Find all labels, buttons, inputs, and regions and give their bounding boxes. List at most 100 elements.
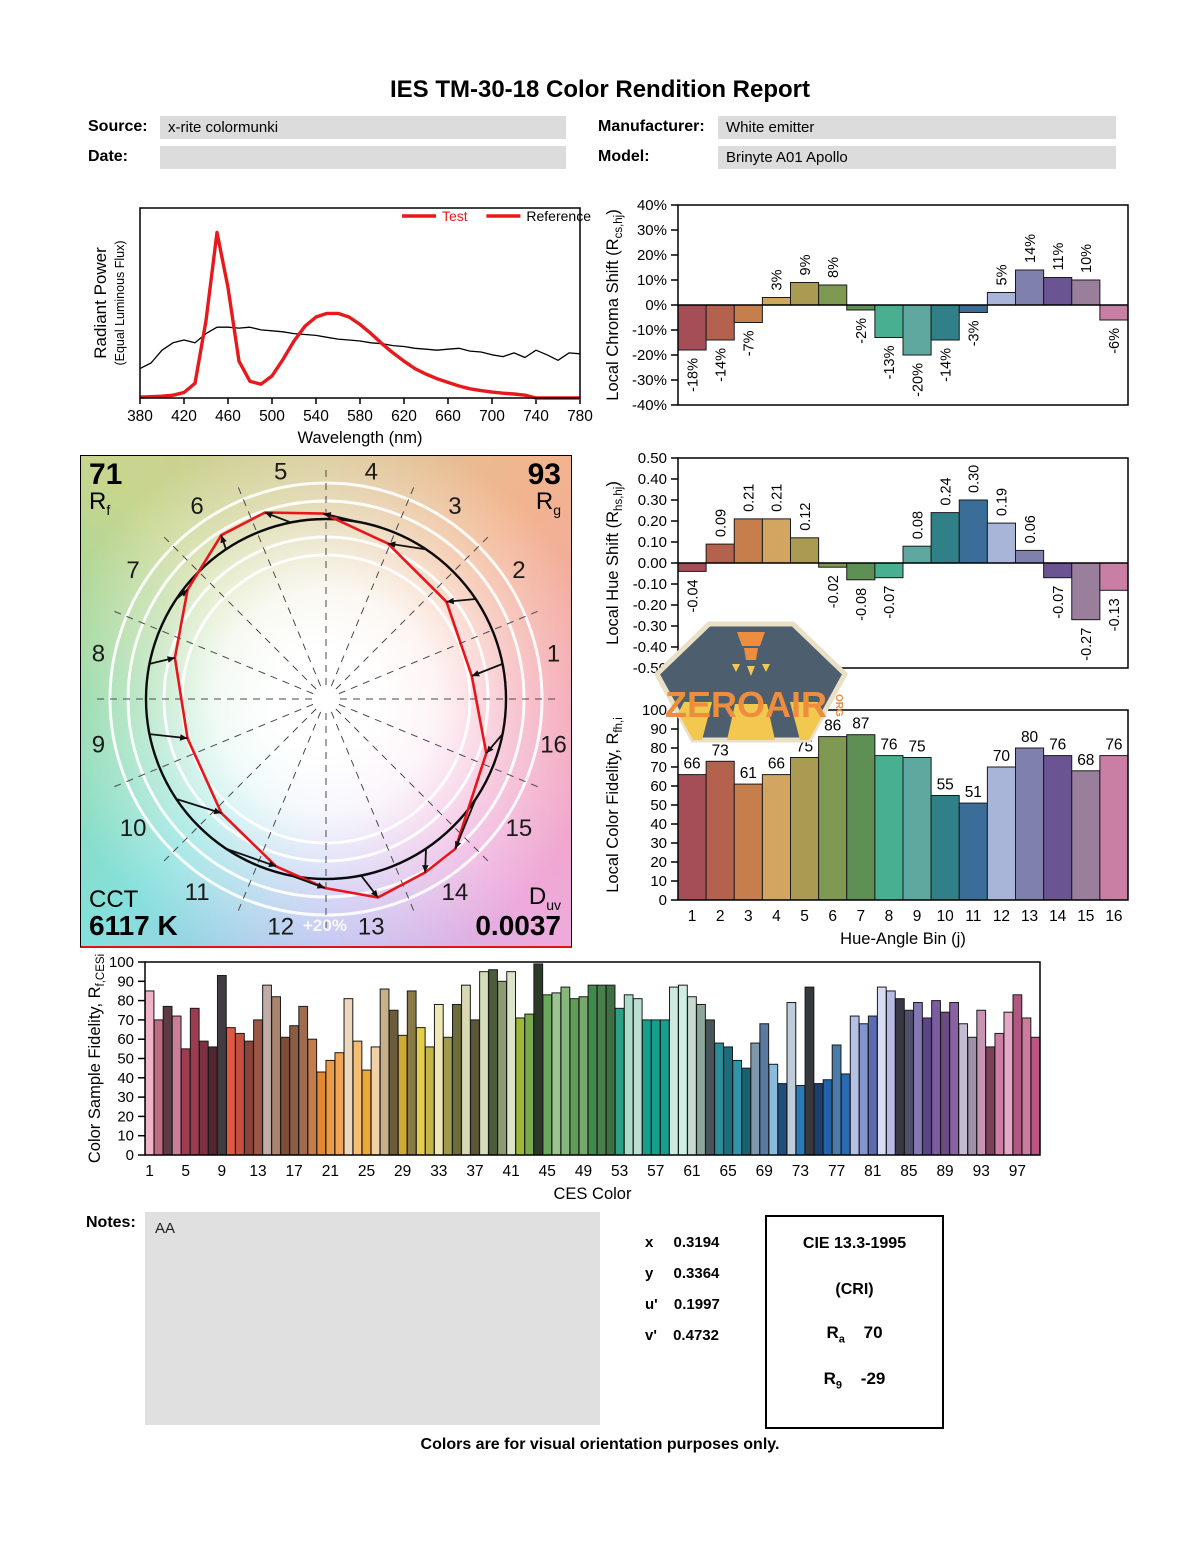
rg-value: 93 xyxy=(527,458,561,491)
svg-text:5: 5 xyxy=(181,1163,190,1180)
spd-svg: 380 420 460 500 540 580 620 660 700 740 780 Wavelen… xyxy=(91,207,593,447)
bar xyxy=(931,1000,941,1156)
bar xyxy=(298,1005,309,1156)
bar xyxy=(761,774,791,901)
cct-value: 6117 K xyxy=(89,910,178,941)
hue-svg: 0.50 0.40 0.30 0.20 0.10 0.00 -0.10 -0.20 -0.30 -… xyxy=(604,450,1129,677)
r9-value: -29 xyxy=(860,1369,886,1389)
spd-series-reference xyxy=(139,326,581,370)
svg-text:0.06: 0.06 xyxy=(1023,515,1039,543)
color-vector-graphic: 1 2 3 4 5 6 7 8 9 10 11 12 13 14 15 16 71 Rf 93 Rg CCT … xyxy=(80,455,572,948)
svg-text:Wavelength (nm): Wavelength (nm) xyxy=(297,429,422,447)
bar xyxy=(678,984,688,1156)
svg-text:66: 66 xyxy=(768,756,785,773)
svg-text:Local Color Fidelity, Rfh,i: Local Color Fidelity, Rfh,i xyxy=(604,717,625,893)
chromaticity-row: x 0.3194 xyxy=(645,1234,720,1251)
bar xyxy=(542,994,553,1156)
svg-text:80: 80 xyxy=(650,740,667,757)
rf-value: 71 xyxy=(89,458,123,491)
svg-text:61: 61 xyxy=(683,1163,700,1180)
svg-text:Reference: Reference xyxy=(526,208,591,224)
svg-text:50: 50 xyxy=(650,797,667,814)
bar xyxy=(316,1071,327,1156)
bar xyxy=(1071,562,1101,621)
bar xyxy=(994,1032,1005,1156)
bar xyxy=(397,1034,408,1156)
svg-text:76: 76 xyxy=(1105,737,1122,754)
bar xyxy=(1015,269,1045,306)
chromaticity-row: u' 0.1997 xyxy=(645,1296,720,1313)
svg-text:76: 76 xyxy=(880,737,897,754)
cvg-plot: 1 2 3 4 5 6 7 8 9 10 11 12 13 14 15 16 xyxy=(81,456,571,944)
svg-text:-20%: -20% xyxy=(632,347,667,364)
svg-text:45: 45 xyxy=(539,1163,556,1180)
cvg-bin-number: 9 xyxy=(92,731,105,758)
model-label: Model: xyxy=(598,148,650,165)
spd-series-test xyxy=(139,230,580,400)
svg-text:16: 16 xyxy=(1105,908,1122,925)
bar xyxy=(289,1025,300,1156)
rf-readout: 71 Rf xyxy=(89,460,122,517)
svg-text:-3%: -3% xyxy=(967,320,983,346)
ces-bars xyxy=(144,963,1041,1156)
svg-text:49: 49 xyxy=(575,1163,592,1180)
bar xyxy=(677,562,707,572)
bar xyxy=(325,1059,336,1156)
bar xyxy=(822,1079,833,1156)
bar xyxy=(986,522,1016,564)
notes-field[interactable]: AA xyxy=(145,1212,600,1425)
bar xyxy=(650,1019,661,1156)
date-field[interactable] xyxy=(160,146,566,169)
bar xyxy=(632,998,643,1156)
chromaticity-label: u' xyxy=(645,1296,658,1313)
svg-text:0.20: 0.20 xyxy=(638,513,667,530)
bar xyxy=(596,984,607,1156)
bar xyxy=(876,986,887,1156)
bar xyxy=(733,783,763,901)
zeroair-watermark-badge: ZEROAIR ORG xyxy=(654,621,848,743)
svg-text:12: 12 xyxy=(993,908,1010,925)
svg-text:75: 75 xyxy=(796,739,813,756)
bar xyxy=(687,996,697,1156)
source-field[interactable]: x-rite colormunki xyxy=(160,116,566,139)
cvg-bin-number: 7 xyxy=(126,557,139,584)
bar xyxy=(840,1073,851,1156)
cvg-reference-circle xyxy=(144,517,508,881)
cvg-ring-label: +20% xyxy=(303,916,347,935)
svg-text:-13%: -13% xyxy=(882,345,898,379)
bar xyxy=(361,1069,372,1156)
cct-readout: CCT 6117 K xyxy=(89,888,178,940)
svg-text:-2%: -2% xyxy=(854,318,870,344)
bar xyxy=(515,1017,526,1156)
chroma-svg: 40% 30% 20% 10% 0% -10% -20% -30% -40% Local Chro… xyxy=(604,197,1129,414)
svg-text:9: 9 xyxy=(218,1163,227,1180)
svg-text:-7%: -7% xyxy=(742,330,758,356)
bar xyxy=(677,774,707,901)
cri-r9-row: R9 -29 xyxy=(823,1369,886,1392)
svg-text:13: 13 xyxy=(249,1163,266,1180)
svg-text:-20%: -20% xyxy=(910,363,926,397)
bar xyxy=(1021,1017,1032,1156)
bar xyxy=(902,304,932,356)
bar xyxy=(216,975,227,1156)
bar xyxy=(759,1023,770,1156)
cri-subtitle: (CRI) xyxy=(835,1281,874,1298)
svg-text:0.40: 0.40 xyxy=(638,471,667,488)
bar xyxy=(940,1011,950,1156)
model-field[interactable]: Brinyte A01 Apollo xyxy=(718,146,1116,169)
bar xyxy=(479,971,489,1156)
svg-text:580: 580 xyxy=(347,408,373,425)
svg-text:8: 8 xyxy=(885,908,894,925)
svg-text:77: 77 xyxy=(828,1163,845,1180)
svg-text:10%: 10% xyxy=(637,272,667,289)
manufacturer-field[interactable]: White emitter xyxy=(718,116,1116,139)
bar xyxy=(1012,994,1023,1156)
svg-text:0.09: 0.09 xyxy=(713,509,729,537)
svg-text:70: 70 xyxy=(993,748,1011,765)
svg-text:-0.04: -0.04 xyxy=(685,579,701,612)
bar xyxy=(488,969,498,1156)
bar xyxy=(388,1009,399,1156)
bar xyxy=(207,1046,218,1156)
footer-disclaimer: Colors are for visual orientation purpos… xyxy=(420,1436,780,1453)
svg-text:40%: 40% xyxy=(637,197,667,214)
